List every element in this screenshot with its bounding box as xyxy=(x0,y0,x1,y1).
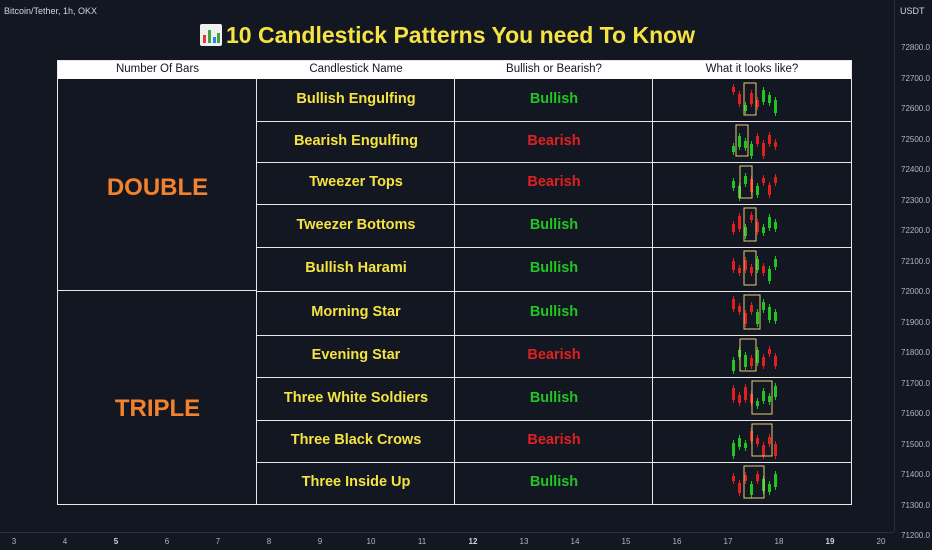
price-tick: 71400.0 xyxy=(901,470,930,479)
pattern-signal: Bearish xyxy=(527,432,581,448)
price-tick: 71800.0 xyxy=(901,348,930,357)
patterns-table: Number Of Bars Candlestick Name Bullish … xyxy=(57,60,852,505)
row-divider xyxy=(257,291,851,292)
currency-unit: USDT xyxy=(900,6,925,16)
column-divider xyxy=(256,79,257,504)
price-tick: 72600.0 xyxy=(901,104,930,113)
time-tick: 13 xyxy=(519,537,529,546)
pattern-name: Morning Star xyxy=(311,304,401,320)
time-tick: 3 xyxy=(11,537,17,546)
price-tick: 71500.0 xyxy=(901,439,930,449)
time-tick: 12 xyxy=(468,537,478,546)
row-divider xyxy=(257,462,851,463)
price-tick: 71700.0 xyxy=(901,378,930,388)
row-divider xyxy=(257,377,851,378)
bar-chart-icon xyxy=(200,24,222,46)
group-cell-double: DOUBLE xyxy=(58,79,257,291)
time-tick: 7 xyxy=(215,537,221,546)
pattern-name: Bullish Engulfing xyxy=(296,91,416,107)
page-title: 10 Candlestick Patterns You need To Know xyxy=(200,22,696,49)
title-text: 10 Candlestick Patterns You need To Know xyxy=(226,22,696,48)
pattern-signal: Bullish xyxy=(529,304,579,320)
pattern-thumbnail xyxy=(732,380,777,415)
pattern-thumbnail xyxy=(732,124,777,159)
row-divider xyxy=(257,204,851,205)
price-tick: 72700.0 xyxy=(901,73,930,83)
group-label: DOUBLE xyxy=(106,174,209,201)
group-label: TRIPLE xyxy=(114,395,201,422)
time-tick: 11 xyxy=(417,537,427,546)
pattern-thumbnail xyxy=(732,165,777,201)
pattern-signal: Bullish xyxy=(529,260,579,276)
table-header: Number Of Bars Candlestick Name Bullish … xyxy=(58,61,851,79)
pattern-signal: Bearish xyxy=(527,347,581,363)
pattern-thumbnail xyxy=(732,338,777,374)
symbol-label: Bitcoin/Tether, 1h, OKX xyxy=(4,6,98,16)
time-tick: 6 xyxy=(164,537,170,546)
row-divider xyxy=(257,121,851,122)
row-divider xyxy=(257,162,851,163)
group-cell-triple: TRIPLE xyxy=(58,291,257,504)
row-divider xyxy=(257,247,851,248)
header-what-it-looks-like: What it looks like? xyxy=(705,63,799,75)
pattern-thumbnail xyxy=(732,465,777,499)
pattern-signal: Bearish xyxy=(527,132,581,149)
header-candlestick-name: Candlestick Name xyxy=(309,63,403,75)
header-number-of-bars: Number Of Bars xyxy=(115,63,200,75)
pattern-name: Evening Star xyxy=(311,347,401,363)
pattern-name: Three Black Crows xyxy=(290,432,422,448)
time-tick: 10 xyxy=(366,537,376,546)
time-tick: 16 xyxy=(672,537,682,546)
price-tick: 71900.0 xyxy=(901,317,930,327)
pattern-name: Tweezer Bottoms xyxy=(296,216,416,233)
price-tick: 71300.0 xyxy=(901,500,930,510)
pattern-thumbnail xyxy=(732,250,777,286)
row-divider xyxy=(257,335,851,336)
pattern-signal: Bullish xyxy=(529,216,579,233)
price-axis[interactable]: USDT 72800.0 72700.0 72600.0 72500.0 72400.0… xyxy=(894,0,932,540)
price-tick: 71200.0 xyxy=(901,531,930,540)
pattern-name: Bearish Engulfing xyxy=(293,132,419,149)
price-tick: 72800.0 xyxy=(901,43,930,52)
pattern-name: Bullish Harami xyxy=(305,260,407,276)
price-tick: 72500.0 xyxy=(901,134,930,144)
time-tick: 18 xyxy=(774,537,784,546)
price-tick: 72200.0 xyxy=(901,226,930,235)
time-tick: 5 xyxy=(113,537,119,546)
pattern-signal: Bullish xyxy=(529,474,579,490)
pattern-signal: Bearish xyxy=(527,174,581,190)
time-tick: 4 xyxy=(62,537,68,546)
pattern-thumbnail xyxy=(732,82,777,116)
time-tick: 15 xyxy=(621,537,631,546)
pattern-name: Tweezer Tops xyxy=(309,174,403,190)
pattern-signal: Bullish xyxy=(529,389,579,406)
time-tick: 9 xyxy=(317,537,323,546)
time-tick: 17 xyxy=(723,537,733,546)
pattern-thumbnail xyxy=(732,294,777,330)
time-tick: 19 xyxy=(825,537,835,546)
pattern-name: Three White Soldiers xyxy=(283,389,429,406)
pattern-thumbnail xyxy=(732,207,777,242)
row-divider xyxy=(257,420,851,421)
price-tick: 72300.0 xyxy=(901,195,930,205)
price-tick: 71600.0 xyxy=(901,409,930,418)
time-axis[interactable]: 3 4 5 6 7 8 9 10 11 12 13 14 15 16 17 18 19 20 xyxy=(0,532,894,550)
pattern-signal: Bullish xyxy=(529,91,579,107)
header-bullish-or-bearish: Bullish or Bearish? xyxy=(506,63,602,75)
time-tick: 14 xyxy=(570,537,580,546)
price-tick: 72100.0 xyxy=(901,256,930,266)
time-tick: 20 xyxy=(876,537,886,546)
price-tick: 72000.0 xyxy=(901,287,930,296)
pattern-thumbnail xyxy=(732,423,777,459)
price-tick: 72400.0 xyxy=(901,165,930,174)
pattern-name: Three Inside Up xyxy=(301,474,411,490)
time-tick: 8 xyxy=(266,537,272,546)
